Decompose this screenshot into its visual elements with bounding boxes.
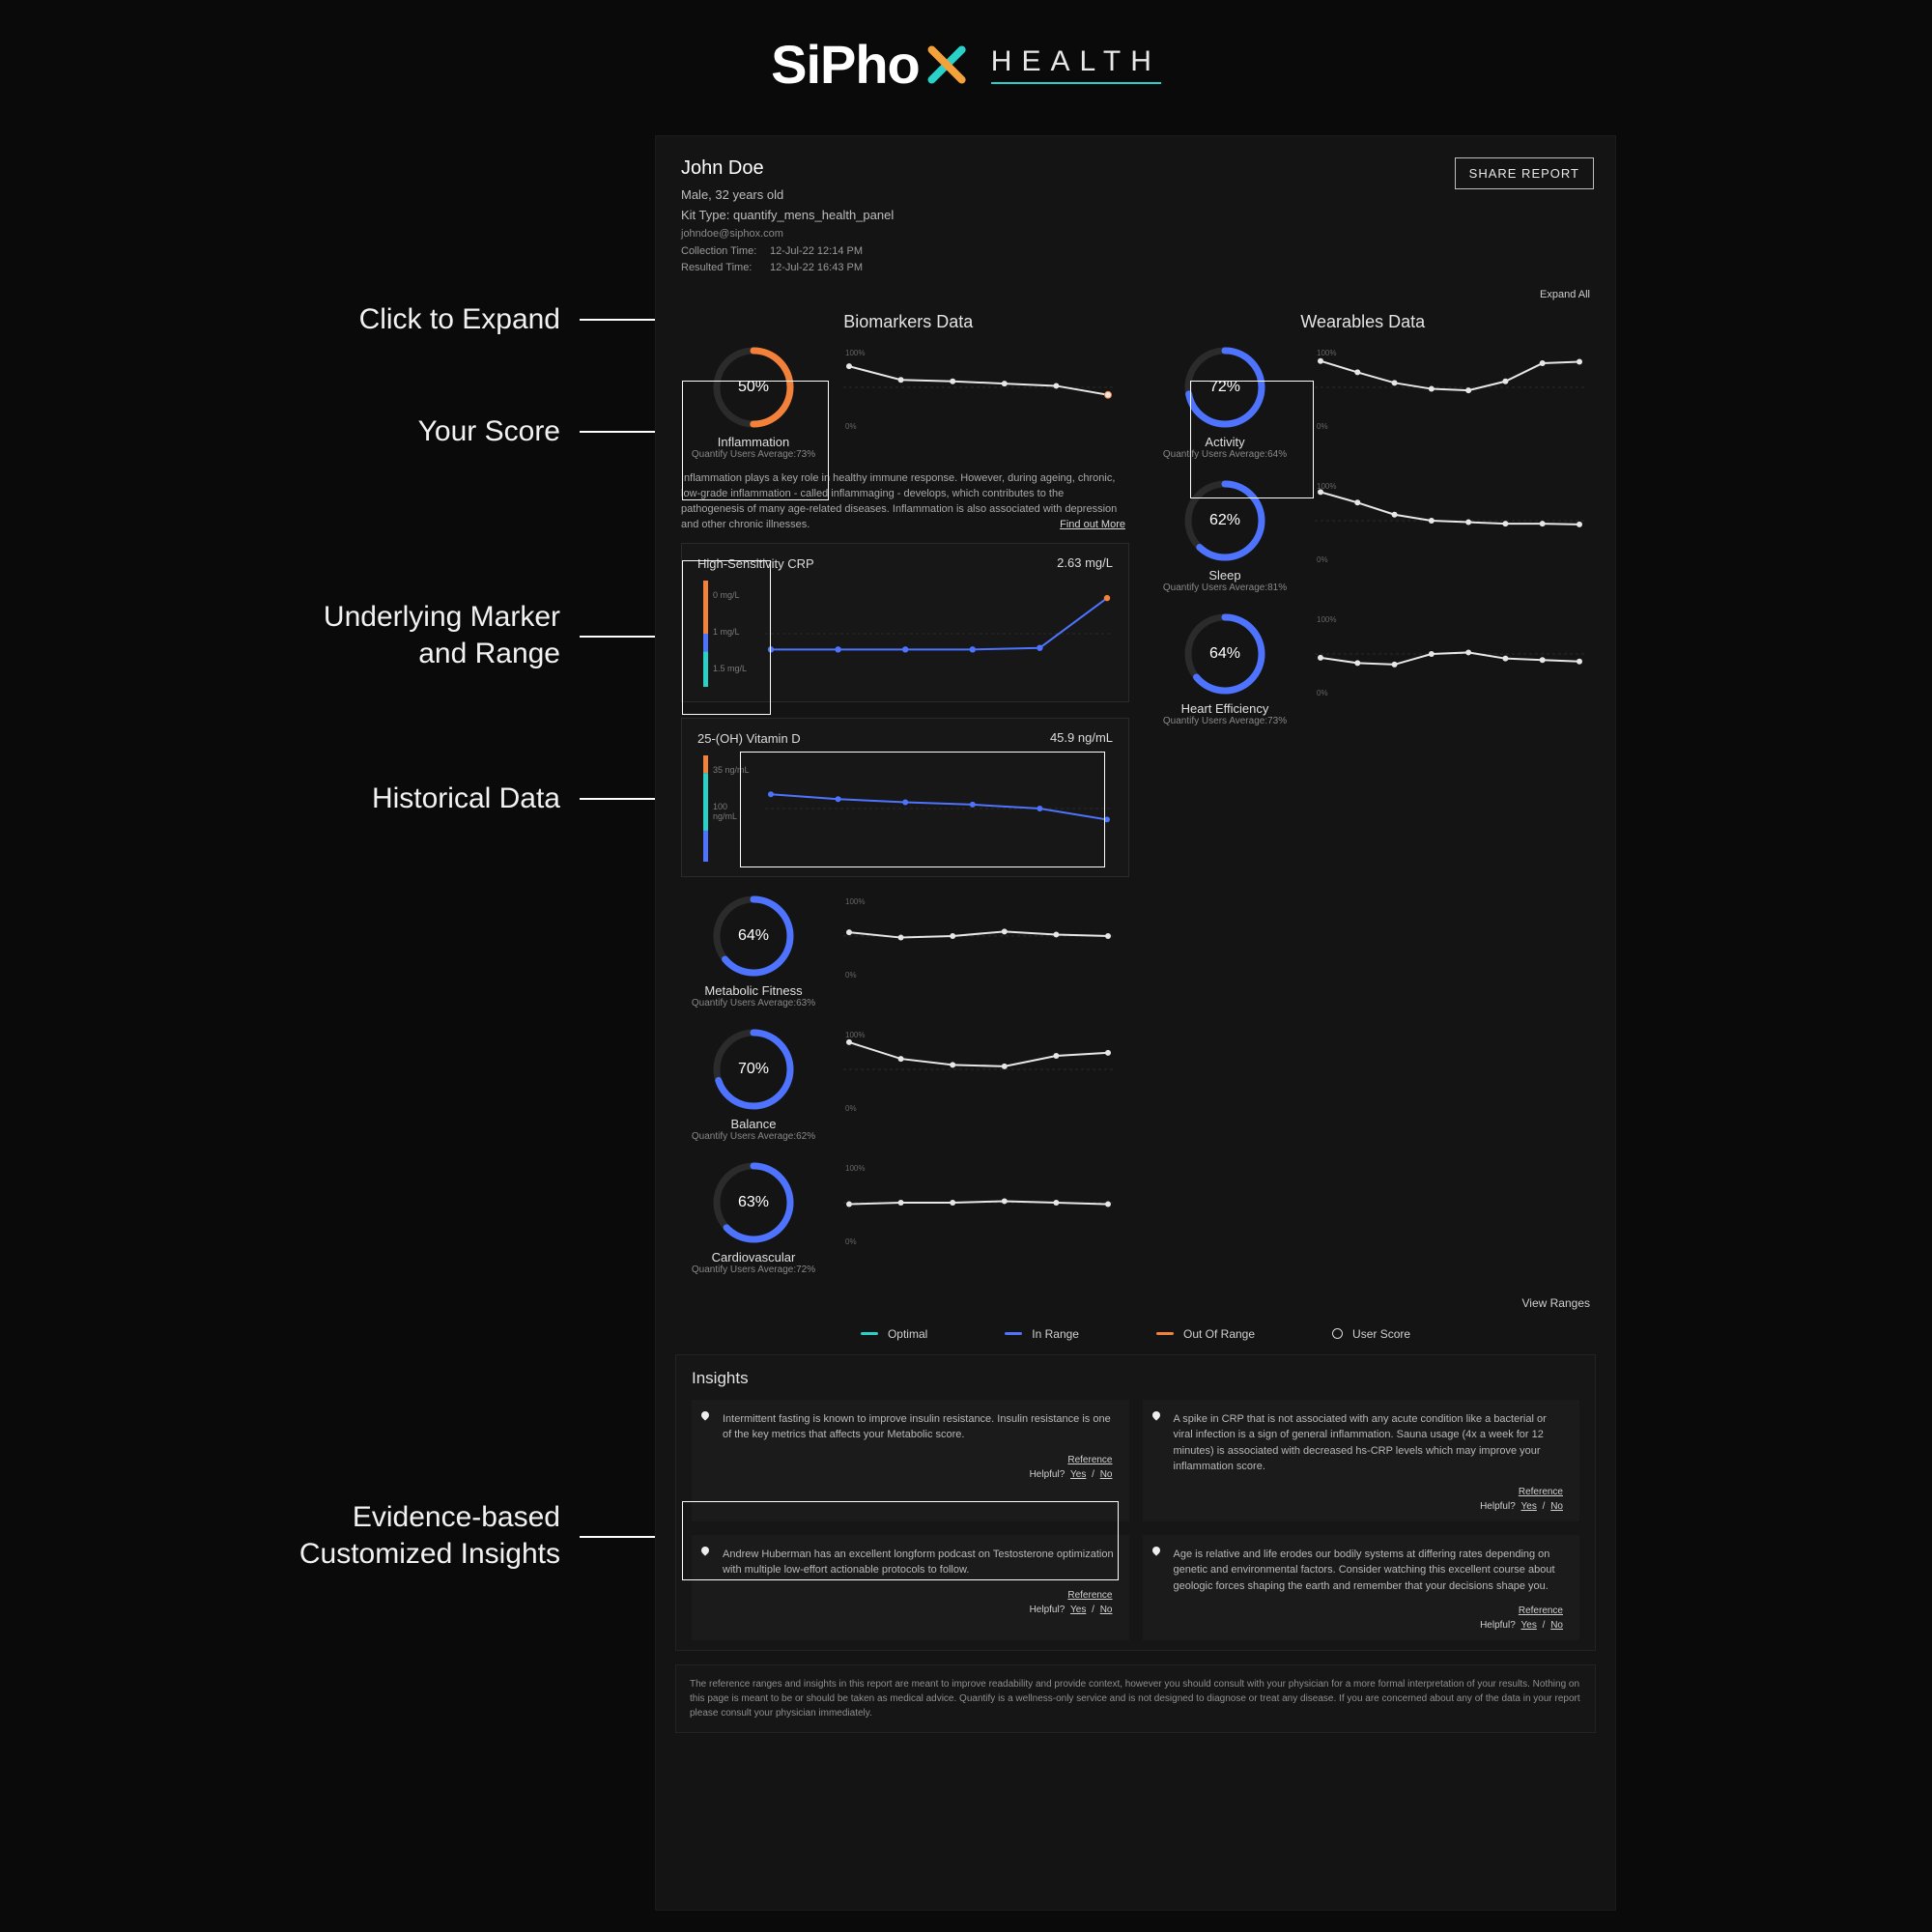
brand-logo: SiPho HEALTH xyxy=(771,33,1161,96)
score-sleep[interactable]: 62% Sleep Quantify Users Average:81% 100… xyxy=(1152,477,1590,593)
score-balance[interactable]: 70% Balance Quantify Users Average:62% 1… xyxy=(681,1026,1129,1142)
sparkline-cardio: 100% 0% xyxy=(843,1159,1129,1246)
wearables-heading: Wearables Data xyxy=(1136,312,1591,332)
legend: Optimal In Range Out Of Range User Score xyxy=(656,1327,1615,1341)
insight-reference-link[interactable]: Reference xyxy=(1067,1590,1112,1601)
svg-text:0%: 0% xyxy=(1317,555,1328,564)
insights-title: Insights xyxy=(692,1369,1579,1388)
sparkline-activity: 100% 0% xyxy=(1315,344,1590,431)
insights-panel: Insights Intermittent fasting is known t… xyxy=(675,1354,1596,1652)
annot-score: Your Score xyxy=(97,413,560,450)
legend-out-swatch xyxy=(1156,1332,1174,1335)
score-heart[interactable]: 64% Heart Efficiency Quantify Users Aver… xyxy=(1152,611,1590,726)
insight-card-3: Age is relative and life erodes our bodi… xyxy=(1143,1535,1580,1641)
insight-yes[interactable]: Yes xyxy=(1070,1469,1086,1480)
sparkline-heart: 100% 0% xyxy=(1315,611,1590,697)
brand-health-word: HEALTH xyxy=(991,45,1161,84)
legend-optimal-swatch xyxy=(861,1332,878,1335)
inflammation-blurb: Inflammation plays a key role in healthy… xyxy=(681,471,1125,533)
user-demo: Male, 32 years old xyxy=(681,187,1590,202)
legend-inrange-swatch xyxy=(1005,1332,1022,1335)
svg-text:0%: 0% xyxy=(845,1237,857,1246)
biomarkers-column: 50% Inflammation Quantify Users Average:… xyxy=(681,344,1129,1293)
view-ranges-link[interactable]: View Ranges xyxy=(656,1296,1590,1310)
svg-text:100%: 100% xyxy=(845,1164,865,1173)
svg-text:100%: 100% xyxy=(1317,615,1336,624)
score-activity[interactable]: 72% Activity Quantify Users Average:64% … xyxy=(1152,344,1590,460)
user-times: Collection Time:12-Jul-22 12:14 PM Resul… xyxy=(681,243,1590,275)
wearables-column: 72% Activity Quantify Users Average:64% … xyxy=(1152,344,1590,1293)
annot-expand: Click to Expand xyxy=(97,301,560,338)
expand-all-link[interactable]: Expand All xyxy=(1540,289,1590,300)
insight-yes[interactable]: Yes xyxy=(1070,1605,1086,1615)
sparkline-inflammation: 100% 0% xyxy=(843,344,1129,431)
sparkline-metabolic: 100% 0% xyxy=(843,893,1129,980)
insight-yes[interactable]: Yes xyxy=(1521,1501,1537,1512)
marker-vitd[interactable]: 25-(OH) Vitamin D45.9 ng/mL 35 ng/mL100 … xyxy=(681,718,1129,877)
insight-reference-link[interactable]: Reference xyxy=(1519,1487,1563,1497)
svg-text:100%: 100% xyxy=(845,349,865,357)
svg-text:100%: 100% xyxy=(845,897,865,906)
svg-text:0%: 0% xyxy=(845,422,857,431)
sparkline-balance: 100% 0% xyxy=(843,1026,1129,1113)
report-panel: John Doe Male, 32 years old Kit Type: qu… xyxy=(655,135,1616,1911)
svg-text:100%: 100% xyxy=(845,1031,865,1039)
sparkline-sleep: 100%0% xyxy=(1315,477,1590,564)
score-cardio[interactable]: 63% Cardiovascular Quantify Users Averag… xyxy=(681,1159,1129,1275)
marker-hscrp[interactable]: High-Sensitivity CRP2.63 mg/L 0 mg/L1 mg… xyxy=(681,543,1129,702)
annot-insights: Evidence-based Customized Insights xyxy=(97,1499,560,1572)
svg-text:100%: 100% xyxy=(1317,349,1336,357)
user-email: johndoe@siphox.com xyxy=(681,228,1590,240)
svg-text:0%: 0% xyxy=(1317,689,1328,697)
insight-card-0: Intermittent fasting is known to improve… xyxy=(692,1400,1129,1521)
disclaimer: The reference ranges and insights in thi… xyxy=(675,1664,1596,1733)
insight-card-1: A spike in CRP that is not associated wi… xyxy=(1143,1400,1580,1521)
score-inflammation[interactable]: 50% Inflammation Quantify Users Average:… xyxy=(681,344,1129,460)
brand-x-icon xyxy=(922,42,968,88)
find-out-more-link[interactable]: Find out More xyxy=(1060,518,1125,533)
user-header: John Doe Male, 32 years old Kit Type: qu… xyxy=(656,136,1615,285)
biomarkers-heading: Biomarkers Data xyxy=(681,312,1136,332)
share-report-button[interactable]: SHARE REPORT xyxy=(1455,157,1594,189)
insight-reference-link[interactable]: Reference xyxy=(1067,1455,1112,1465)
annot-history: Historical Data xyxy=(97,781,560,817)
insight-reference-link[interactable]: Reference xyxy=(1519,1605,1563,1616)
insight-yes[interactable]: Yes xyxy=(1521,1620,1537,1631)
scores-section: Expand All Biomarkers Data Wearables Dat… xyxy=(656,285,1615,1293)
insight-no[interactable]: No xyxy=(1550,1501,1563,1512)
insight-no[interactable]: No xyxy=(1100,1469,1113,1480)
svg-text:0%: 0% xyxy=(1317,422,1328,431)
insight-card-2: Andrew Huberman has an excellent longfor… xyxy=(692,1535,1129,1641)
insight-no[interactable]: No xyxy=(1100,1605,1113,1615)
annot-marker: Underlying Marker and Range xyxy=(97,599,560,671)
score-metabolic[interactable]: 64% Metabolic Fitness Quantify Users Ave… xyxy=(681,893,1129,1009)
legend-user-swatch xyxy=(1332,1328,1343,1339)
kit-type: Kit Type: quantify_mens_health_panel xyxy=(681,208,1590,222)
svg-text:0%: 0% xyxy=(845,971,857,980)
insight-no[interactable]: No xyxy=(1550,1620,1563,1631)
svg-text:0%: 0% xyxy=(845,1104,857,1113)
brand-word: SiPho xyxy=(771,33,920,96)
